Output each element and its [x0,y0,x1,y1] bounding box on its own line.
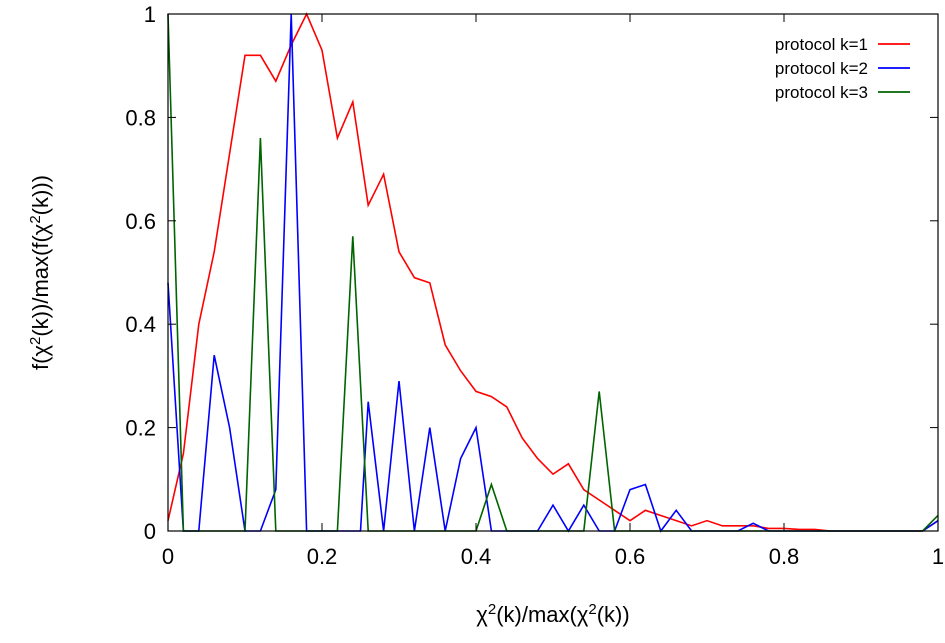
legend-label-1: protocol k=1 [775,35,868,54]
plot-frame [167,13,939,532]
x-tick-label: 0.8 [769,544,800,569]
legend-label-3: protocol k=3 [775,83,868,102]
x-tick-label: 0.4 [461,544,492,569]
y-tick-label: 0.4 [125,312,156,337]
x-tick-label: 0.6 [615,544,646,569]
series-line-1 [167,12,939,532]
tick-labels-layer: 0 0.2 0.4 0.6 0.8 1 0 0.2 0.4 0.6 0.8 1 [125,2,944,569]
legend: protocol k=1 protocol k=2 protocol k=3 [775,35,910,102]
y-tick-label: 0 [144,519,156,544]
x-axis-label: χ2(k)/max(χ2(k)) [476,601,629,628]
y-tick-label: 0.2 [125,416,156,441]
x-tick-label: 0.2 [307,544,338,569]
ticks-layer [167,13,939,532]
y-tick-label: 0.6 [125,209,156,234]
y-tick-label: 1 [144,2,156,27]
x-tick-label: 1 [932,544,944,569]
y-tick-label: 0.8 [125,105,156,130]
x-tick-label: 0 [162,544,174,569]
legend-label-2: protocol k=2 [775,59,868,78]
y-axis-label: f(χ2(k))/max(f(χ2(k))) [27,175,54,370]
